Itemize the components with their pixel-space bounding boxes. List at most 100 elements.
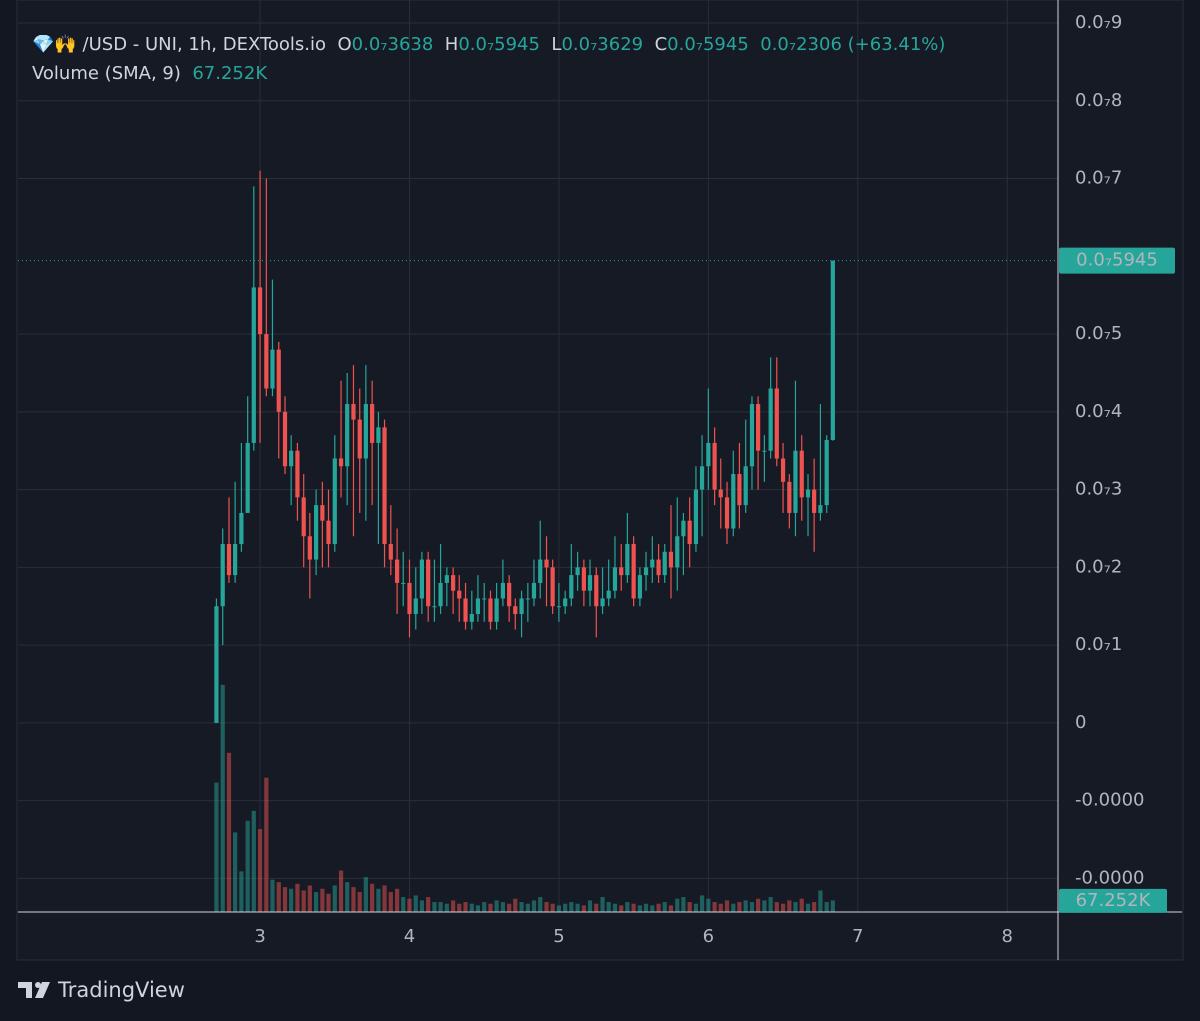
volume-bar [239, 871, 244, 912]
y-tick-label: 0.0₇7 [1075, 168, 1122, 189]
candle-body [500, 582, 505, 599]
volume-bar [756, 898, 761, 912]
ohlc-key: C [654, 34, 668, 55]
chart-background [16, 0, 1184, 961]
volume-bar [475, 905, 481, 912]
volume-bar [482, 902, 487, 912]
y-tick-label: 0.0₇5 [1075, 323, 1122, 344]
volume-bar [805, 903, 811, 912]
candle-body [482, 598, 487, 600]
volume-bar [818, 890, 823, 912]
ohlc-value: 0.0₇3629 [561, 34, 644, 55]
volume-legend: Volume (SMA, 9) 67.252K [32, 63, 267, 84]
volume-bar [650, 905, 655, 912]
candle-body [538, 559, 543, 583]
volume-bar [668, 905, 674, 912]
volume-bar [513, 898, 518, 912]
volume-bar [643, 903, 649, 912]
candle-body [805, 489, 811, 498]
candle-body [768, 388, 773, 451]
candle-body [394, 559, 400, 583]
candle-body [818, 505, 823, 513]
candle-body [812, 489, 817, 513]
y-tick-label: 0.0₇1 [1075, 634, 1122, 655]
candle-body [307, 536, 312, 560]
candle-body [513, 606, 518, 615]
volume-bar [687, 902, 692, 912]
ohlc-key: H [444, 34, 459, 55]
volume-bar [394, 888, 400, 912]
volume-bar [282, 887, 288, 912]
candle-body [451, 575, 456, 591]
volume-bar [444, 903, 449, 912]
candle-body [507, 582, 512, 607]
volume-bar [712, 902, 717, 912]
x-tick-label: 8 [1001, 926, 1012, 947]
candle-body [457, 590, 462, 599]
volume-bar [388, 892, 393, 912]
candle-body [656, 559, 661, 576]
volume-bar [301, 890, 306, 912]
y-tick-label: 0.0₇3 [1075, 479, 1122, 500]
volume-bar [276, 882, 281, 912]
volume-bar [407, 898, 412, 912]
candle-body [363, 404, 368, 459]
candle-body [650, 559, 655, 568]
candle-body [544, 559, 549, 568]
candle-body [214, 606, 219, 723]
candle-body [432, 606, 437, 608]
volume-bar [525, 903, 530, 912]
ohlc-value: 0.0₇5945 [667, 34, 749, 55]
candle-body [612, 567, 618, 591]
candle-body [712, 442, 717, 490]
volume-bar [432, 902, 437, 912]
candle-body [413, 598, 418, 615]
candle-body [282, 411, 288, 467]
volume-bar [463, 902, 468, 912]
candle-body [264, 334, 269, 389]
volume-bar [656, 903, 661, 912]
candle-body [475, 598, 481, 615]
x-tick-label: 5 [553, 926, 564, 947]
candle-body [675, 536, 680, 568]
volume-bar [245, 820, 250, 912]
candle-body [376, 427, 381, 443]
candle-body [320, 505, 325, 521]
candle-body [239, 512, 244, 545]
volume-bar [550, 903, 555, 912]
volume-bar [451, 900, 456, 912]
candle-body [556, 606, 562, 608]
volume-bar [538, 897, 543, 912]
x-tick-label: 6 [703, 926, 714, 947]
candle-body [780, 458, 786, 482]
volume-bar [587, 900, 593, 912]
candle-body [662, 551, 667, 576]
volume-bar [799, 898, 804, 912]
volume-bar [233, 832, 238, 912]
candle-body [233, 544, 238, 576]
volume-bar [631, 903, 636, 912]
symbol: 💎🙌 /USD - UNI, 1h, DEXTools.io [32, 34, 327, 55]
candle-body [706, 442, 711, 467]
logo-part [18, 982, 32, 998]
volume-bar [619, 905, 624, 912]
volume-bar [413, 895, 418, 912]
price-tag-label: 0.0₇5945 [1076, 250, 1158, 271]
candle-body [793, 450, 798, 513]
volume-bar [401, 897, 406, 912]
volume-bar [251, 810, 256, 912]
volume-bar [295, 883, 300, 912]
y-tick-label: -0.0000 [1075, 867, 1144, 888]
candle-body [301, 497, 306, 537]
price-tag [1059, 247, 1175, 274]
volume-bar [563, 903, 568, 912]
candle-body [463, 598, 468, 622]
volume-bar [575, 903, 580, 912]
candle-body [756, 404, 761, 451]
volume-bar [581, 905, 586, 912]
volume-bar [787, 900, 792, 912]
candle-body [643, 567, 649, 576]
volume-title: Volume (SMA, 9) [32, 63, 181, 84]
candle-body [426, 559, 431, 607]
candle-body [519, 598, 524, 615]
